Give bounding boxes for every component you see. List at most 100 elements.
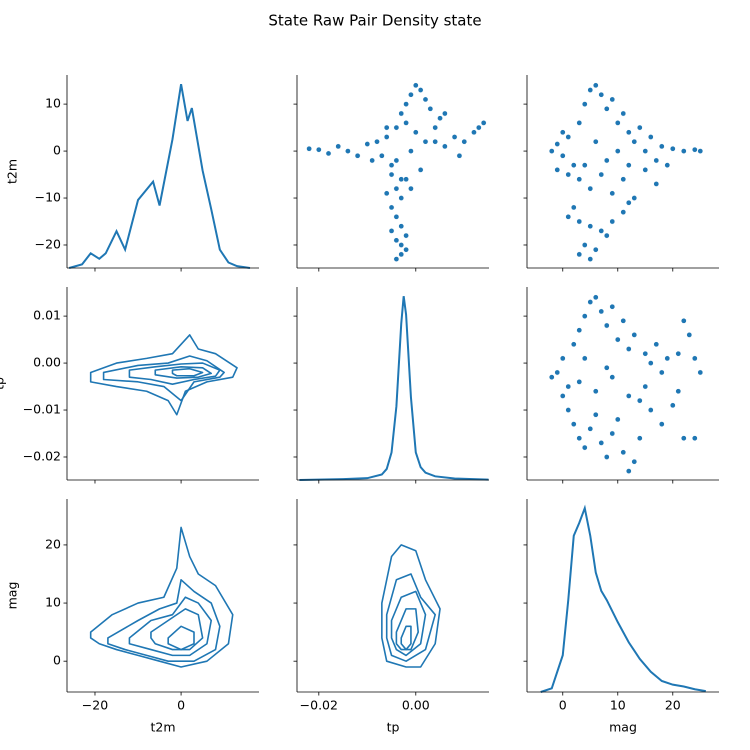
scatter-point — [570, 421, 577, 427]
scatter-point — [653, 157, 660, 164]
scatter-point — [620, 110, 627, 117]
scatter-point — [697, 148, 704, 154]
scatter-point — [388, 162, 395, 169]
y-tick-label: 10 — [45, 595, 61, 610]
scatter-point — [388, 204, 395, 211]
scatter-point — [364, 141, 371, 147]
scatter-point — [403, 101, 409, 107]
scatter-point — [587, 223, 594, 230]
scatter-point — [403, 246, 409, 253]
scatter-point — [658, 421, 665, 427]
scatter-point — [393, 157, 400, 164]
contour-line — [381, 544, 441, 668]
scatter-point — [625, 162, 632, 169]
y-tick-label: −20 — [35, 236, 61, 251]
scatter-point — [451, 134, 458, 140]
scatter-point — [408, 148, 414, 154]
scatter-point — [680, 435, 687, 442]
contour-line — [400, 625, 412, 651]
scatter-point — [642, 350, 649, 357]
scatter-point — [576, 176, 583, 183]
scatter-point — [398, 223, 405, 230]
scatter-point — [576, 379, 583, 385]
scatter-point — [647, 407, 654, 413]
scatter-point — [609, 303, 616, 310]
scatter-point — [559, 355, 566, 362]
scatter-point — [587, 185, 594, 192]
scatter-point — [592, 82, 599, 89]
contour-line — [390, 590, 427, 657]
scatter-point — [581, 355, 588, 362]
scatter-point — [393, 237, 400, 244]
x-tick-label: 0 — [559, 698, 567, 713]
scatter-point — [658, 143, 665, 150]
x-tick-label: −0.02 — [300, 698, 338, 713]
figure-title: State Raw Pair Density state — [268, 12, 481, 30]
contour-line — [128, 362, 221, 385]
scatter-point — [565, 407, 572, 413]
kde-curve — [299, 296, 489, 481]
scatter-point — [587, 87, 594, 93]
scatter-point — [625, 346, 632, 352]
scatter-point — [592, 411, 599, 418]
scatter-point — [565, 213, 572, 220]
scatter-point — [345, 148, 351, 154]
scatter-point — [603, 232, 610, 239]
scatter-point — [581, 313, 588, 319]
scatter-point — [383, 134, 390, 140]
scatter-point — [565, 134, 572, 140]
kde-curve — [68, 84, 251, 269]
scatter-point — [383, 124, 390, 131]
scatter-point — [437, 115, 443, 122]
scatter-point — [408, 185, 414, 192]
scatter-point — [598, 228, 605, 234]
scatter-point — [675, 350, 682, 357]
contour-line — [171, 367, 204, 377]
scatter-point — [417, 87, 424, 93]
scatter-point — [456, 152, 463, 159]
scatter-point — [315, 146, 322, 153]
scatter-point — [554, 167, 561, 173]
scatter-point — [422, 138, 429, 145]
scatter-point — [587, 256, 594, 262]
scatter-point — [664, 355, 671, 362]
scatter-point — [576, 435, 583, 442]
scatter-point — [548, 148, 555, 154]
scatter-point — [620, 176, 627, 183]
y-tick-label: −0.01 — [23, 402, 61, 417]
x-tick-label: −20 — [82, 698, 108, 713]
y-tick-label: 0 — [53, 653, 61, 668]
scatter-point — [642, 148, 649, 154]
scatter-point — [614, 120, 621, 126]
scatter-point — [393, 256, 400, 262]
scatter-point — [680, 317, 687, 324]
scatter-point — [354, 152, 361, 159]
scatter-point — [471, 129, 477, 136]
y-tick-label: −10 — [35, 190, 61, 205]
scatter-point — [636, 124, 643, 131]
contour-line — [154, 366, 213, 379]
scatter-point — [393, 124, 400, 131]
scatter-point — [422, 96, 429, 103]
y-axis-label: tp — [0, 377, 7, 390]
scatter-point — [325, 150, 332, 157]
scatter-point — [378, 152, 385, 159]
scatter-point — [393, 185, 400, 192]
scatter-point — [432, 124, 439, 131]
scatter-point — [576, 218, 583, 225]
scatter-point — [614, 416, 621, 423]
scatter-point — [570, 341, 577, 348]
scatter-point — [609, 96, 616, 103]
scatter-point — [559, 393, 566, 399]
contour-line — [89, 334, 238, 416]
contour-line — [385, 573, 436, 662]
scatter-point — [609, 374, 616, 381]
scatter-point — [603, 322, 610, 329]
scatter-point — [398, 242, 405, 248]
scatter-point — [603, 454, 610, 460]
scatter-point — [642, 383, 649, 390]
scatter-point — [559, 129, 566, 136]
